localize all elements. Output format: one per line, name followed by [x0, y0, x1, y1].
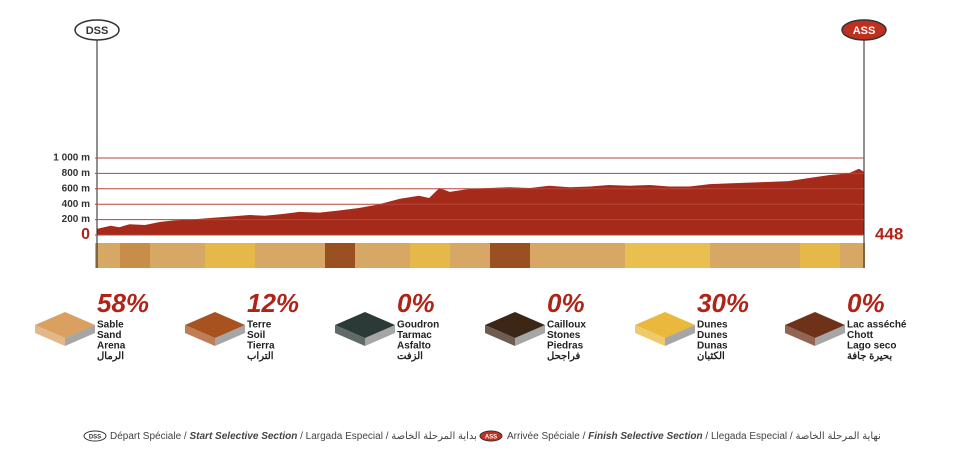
y-tick-label: 400 m — [62, 199, 90, 210]
surface-name: التراب — [247, 351, 274, 362]
surface-icon-side — [65, 325, 95, 346]
surface-percent: 0% — [547, 288, 585, 318]
surface-name: Terre — [247, 320, 272, 331]
surface-name: فراجحل — [547, 351, 581, 362]
finish-marker: ASS — [853, 25, 876, 37]
surface-name: Lago seco — [847, 341, 896, 352]
footer-start-marker: DSS — [89, 435, 101, 441]
footer-text: / Llegada Especial / نهاية المرحلة الخاص… — [703, 431, 881, 442]
start-badge — [74, 19, 120, 41]
surface-name: Lac asséché — [847, 320, 907, 331]
surface-icon-side — [365, 325, 395, 346]
footer-text: Arrivée Spéciale / — [507, 431, 588, 442]
surface-percent: 30% — [697, 288, 749, 318]
surface-icon-side — [635, 325, 665, 346]
surface-name: Chott — [847, 330, 874, 341]
y-tick-label: 0 — [81, 226, 90, 243]
surface-icon-side — [785, 325, 815, 346]
finish-badge — [841, 19, 887, 41]
footer-text: Start Selective Section — [190, 431, 298, 442]
surface-name: Dunes — [697, 320, 728, 331]
surface-name: الزفت — [397, 351, 423, 362]
surface-name: Stones — [547, 330, 581, 341]
footer-text: Finish Selective Section — [588, 431, 702, 442]
surface-name: Dunes — [697, 330, 728, 341]
surface-name: Tierra — [247, 341, 275, 352]
y-tick-label: 1 000 m — [53, 153, 90, 164]
surface-icon-side — [335, 325, 365, 346]
surface-name: الكثبان — [697, 351, 725, 362]
surface-percent: 12% — [247, 288, 299, 318]
surface-name: Tarmac — [397, 330, 432, 341]
surface-name: Dunas — [697, 341, 728, 352]
surface-name: Goudron — [397, 320, 439, 331]
footer-text: Départ Spéciale / — [110, 431, 190, 442]
footer: DSS Départ Spéciale / Start Selective Se… — [83, 430, 881, 442]
surface-name: الرمال — [97, 351, 124, 362]
footer-finish-marker: ASS — [485, 435, 497, 441]
footer-start: Départ Spéciale / Start Selective Sectio… — [110, 431, 477, 442]
surface-icon-side — [485, 325, 515, 346]
distance-label: 448 — [875, 224, 903, 243]
surface-name: Asfalto — [397, 341, 431, 352]
footer-text: / Largada Especial / بداية المرحلة الخاص… — [297, 431, 477, 442]
y-tick-label: 200 m — [62, 214, 90, 225]
start-marker: DSS — [86, 25, 109, 37]
start-badge-small — [83, 430, 107, 442]
surface-icon-side — [35, 325, 65, 346]
y-tick-label: 600 m — [62, 183, 90, 194]
finish-badge-small — [479, 430, 503, 442]
surface-icon-side — [815, 325, 845, 346]
surface-percent: 58% — [97, 288, 149, 318]
surface-name: بحيرة جافة — [847, 351, 892, 362]
y-tick-label: 800 m — [62, 168, 90, 179]
surface-name: Sable — [97, 320, 124, 331]
surface-icon-side — [185, 325, 215, 346]
surface-name: Arena — [97, 341, 126, 352]
elevation-area — [97, 168, 864, 235]
surface-name: Piedras — [547, 341, 584, 352]
surface-icon-side — [665, 325, 695, 346]
surface-strip — [95, 243, 865, 268]
surface-name: Sand — [97, 330, 121, 341]
surface-icon-side — [515, 325, 545, 346]
surface-name: Soil — [247, 330, 266, 341]
surface-icon-side — [215, 325, 245, 346]
surface-percent: 0% — [397, 288, 435, 318]
surface-name: Cailloux — [547, 320, 586, 331]
footer-finish: Arrivée Spéciale / Finish Selective Sect… — [507, 431, 881, 442]
surface-percent: 0% — [847, 288, 885, 318]
